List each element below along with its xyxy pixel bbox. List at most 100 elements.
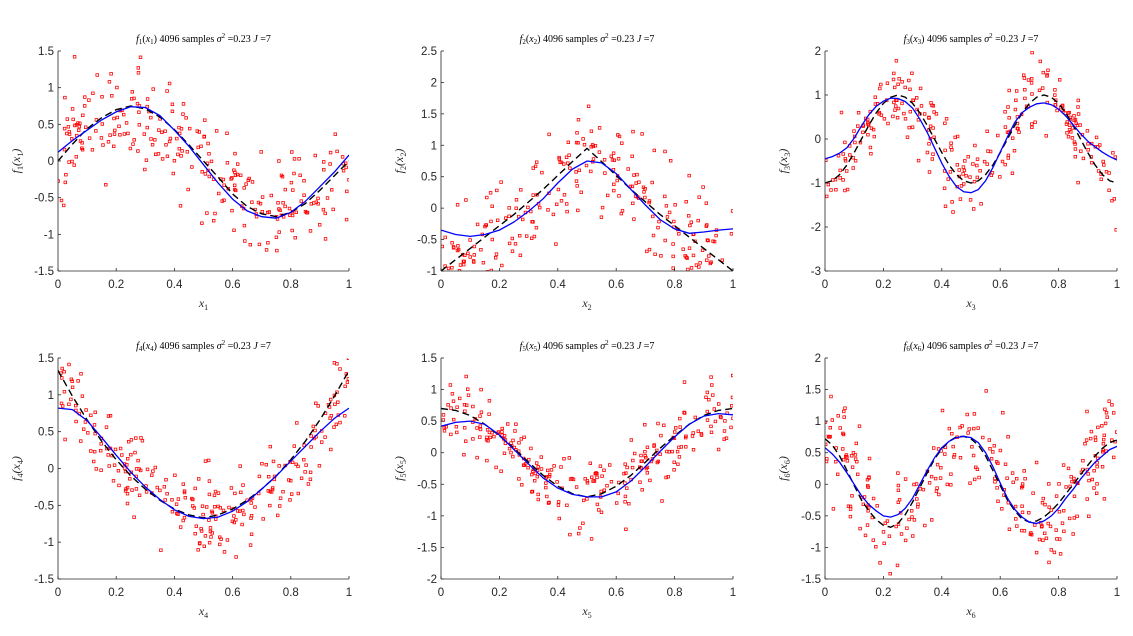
sample-point [288,213,292,217]
sample-point [336,400,340,404]
sample-point [1048,524,1053,529]
sample-point [643,449,647,454]
sample-point [589,129,594,133]
sample-point [1053,103,1057,107]
sample-point [125,501,130,506]
x-tick-label: 0.4 [934,587,951,599]
sample-point [500,430,504,434]
sample-point [221,508,226,513]
sample-point [343,384,347,388]
x-tick-label: 1 [1114,587,1120,599]
sample-point [206,168,210,173]
sample-point [935,462,940,467]
sample-point [609,154,613,158]
sample-point [1112,197,1116,201]
sample-point [693,415,697,420]
sample-point [705,418,710,422]
sample-point [574,485,579,489]
sample-point [894,524,898,529]
chart-title: f3(x3) 4096 samples σ2 =0.23 J =7 [904,32,1039,46]
x-tick-label: 0.2 [875,587,891,599]
sample-point [331,207,335,212]
true-function-line [58,370,349,519]
sample-point [643,454,647,458]
sample-point [915,497,919,501]
sample-point [535,468,540,472]
sample-point [854,441,858,446]
sample-point [873,95,877,99]
sample-point [882,541,886,545]
x-tick-label: 0.6 [992,587,1008,599]
sample-point [99,136,104,140]
true-function-line [825,94,1117,184]
sample-point [76,379,80,383]
sample-point [894,59,899,63]
sample-point [176,497,181,501]
sample-point [136,66,140,70]
sample-point [643,422,647,427]
sample-point [631,201,635,205]
sample-point [277,230,281,234]
sample-point [958,455,963,460]
sample-point [700,248,705,252]
sample-point [229,486,234,490]
data-layer [441,373,733,541]
sample-point [851,166,855,170]
sample-point [885,519,890,523]
y-tick-label: -1.5 [34,266,54,278]
sample-point [595,502,600,507]
sample-point [673,430,677,434]
sample-point [1029,81,1034,85]
sample-point [582,142,587,147]
sample-point [931,152,935,156]
sample-point [943,121,947,125]
sample-point [526,205,530,210]
sample-point [644,466,649,471]
sample-point [472,244,477,249]
sample-point [122,112,126,117]
sample-point [1043,502,1047,507]
sample-point [1007,527,1012,531]
sample-point [966,431,970,435]
sample-point [623,481,627,485]
sample-point [647,199,652,203]
y-tick-label: 1 [431,140,437,152]
sample-point [346,377,349,381]
sample-point [972,412,977,416]
sample-point [663,194,667,199]
sample-point [844,454,848,459]
sample-point [509,441,513,445]
sample-point [180,149,184,153]
sample-point [536,492,540,497]
y-tick-label: -1.5 [801,574,821,586]
sample-point [552,464,556,468]
sample-point [612,182,616,186]
sample-point [1073,147,1078,151]
sample-point [323,435,327,439]
sample-point [883,521,887,525]
sample-point [933,476,938,481]
sample-point [1034,550,1039,555]
sample-point [585,481,590,485]
x-tick-label: 0.8 [283,587,299,599]
sample-point [132,138,136,142]
sample-point [249,516,253,520]
sample-point [101,143,105,147]
sample-point [110,94,114,98]
sample-point [160,157,165,161]
sample-point [706,238,710,243]
sample-point [657,219,661,224]
sample-point [856,111,861,115]
sample-point [993,480,997,484]
sample-point [633,451,637,456]
sample-point [483,224,487,229]
sample-point [499,180,503,184]
sample-point [871,538,875,542]
sample-point [1026,78,1031,82]
sample-point [319,440,324,444]
sample-point [216,191,221,196]
sample-point [519,437,523,441]
sample-point [896,500,900,504]
sample-point [478,427,483,432]
sample-point [178,525,183,529]
